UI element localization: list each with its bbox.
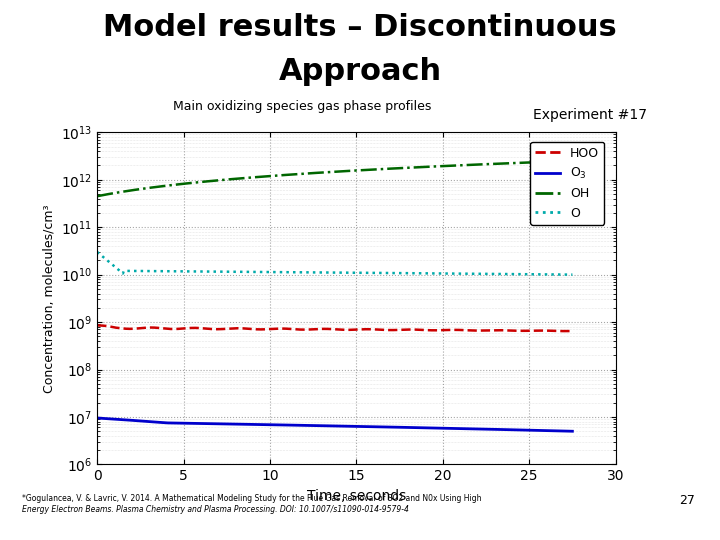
O <box>568 272 577 278</box>
O$_3$ <box>568 428 577 435</box>
HOO <box>93 322 102 329</box>
X-axis label: Time, seconds: Time, seconds <box>307 489 406 503</box>
OH <box>93 193 102 199</box>
HOO <box>376 327 384 333</box>
HOO <box>321 326 330 332</box>
Text: Model results – Discontinuous: Model results – Discontinuous <box>103 14 617 43</box>
OH <box>321 169 330 176</box>
HOO <box>482 327 491 334</box>
O <box>93 249 102 255</box>
O$_3$ <box>482 426 491 433</box>
Legend: HOO, O$_3$, OH, O: HOO, O$_3$, OH, O <box>530 142 604 225</box>
O <box>376 269 384 276</box>
O$_3$ <box>321 422 330 429</box>
HOO <box>557 328 565 334</box>
Line: OH: OH <box>97 161 572 196</box>
Text: Approach: Approach <box>279 57 441 86</box>
Text: Main oxidizing species gas phase profiles: Main oxidizing species gas phase profile… <box>174 100 431 113</box>
OH <box>318 169 327 176</box>
Text: Energy Electron Beams. Plasma Chemistry and Plasma Processing. DOI: 10.1007/s110: Energy Electron Beams. Plasma Chemistry … <box>22 505 408 514</box>
O$_3$ <box>350 423 359 430</box>
Text: 27: 27 <box>679 494 695 507</box>
O$_3$ <box>557 428 565 434</box>
OH <box>568 158 577 164</box>
O <box>350 269 359 276</box>
HOO <box>318 326 327 332</box>
HOO <box>568 328 577 334</box>
HOO <box>350 327 359 333</box>
O$_3$ <box>93 415 102 421</box>
HOO <box>562 328 570 334</box>
OH <box>350 167 359 174</box>
OH <box>482 161 491 167</box>
O$_3$ <box>318 422 327 429</box>
Line: HOO: HOO <box>97 326 572 331</box>
O <box>318 269 327 276</box>
O <box>321 269 330 276</box>
O$_3$ <box>376 423 384 430</box>
O <box>482 271 491 277</box>
Text: *Gogulancea, V. & Lavric, V. 2014. A Mathematical Modeling Study for the Flue Ga: *Gogulancea, V. & Lavric, V. 2014. A Mat… <box>22 494 481 503</box>
Line: O: O <box>97 252 572 275</box>
OH <box>557 158 565 165</box>
O <box>557 271 565 278</box>
Text: Experiment #17: Experiment #17 <box>534 108 647 122</box>
Line: O$_3$: O$_3$ <box>97 418 572 431</box>
OH <box>376 166 384 172</box>
Y-axis label: Concentration, molecules/cm³: Concentration, molecules/cm³ <box>42 204 55 393</box>
